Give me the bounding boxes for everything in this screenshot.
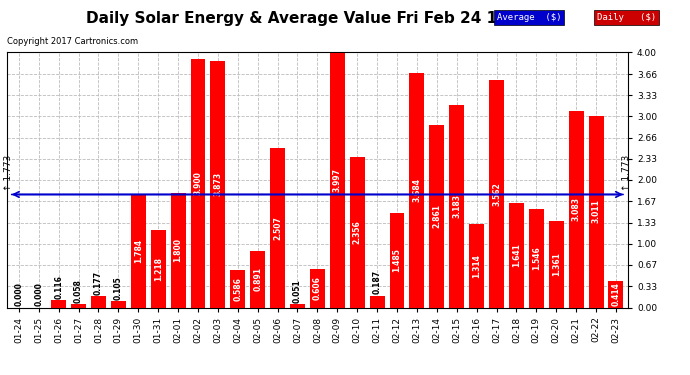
Bar [549,221,564,308]
Bar [489,80,504,308]
Text: Daily Solar Energy & Average Value Fri Feb 24 17:22: Daily Solar Energy & Average Value Fri F… [86,11,535,26]
Text: 0.058: 0.058 [74,279,83,303]
Text: ↑ 1.773: ↑ 1.773 [4,155,13,191]
Bar [469,224,484,308]
Text: 3.562: 3.562 [492,182,501,206]
Bar [569,111,584,308]
Text: 3.900: 3.900 [193,171,202,195]
Text: 3.083: 3.083 [571,197,581,221]
Bar [131,194,146,308]
Text: 1.314: 1.314 [472,254,481,278]
Text: 0.177: 0.177 [94,271,103,295]
Bar [170,193,186,308]
Text: 3.183: 3.183 [452,194,461,218]
Bar [609,281,624,308]
Text: 0.000: 0.000 [34,282,43,306]
Bar [210,61,226,308]
Bar [350,157,365,308]
Text: 3.997: 3.997 [333,168,342,192]
Text: Copyright 2017 Cartronics.com: Copyright 2017 Cartronics.com [7,38,138,46]
Text: 1.800: 1.800 [174,238,183,262]
Text: 1.485: 1.485 [393,248,402,272]
Text: ↑ 1.773: ↑ 1.773 [622,155,631,191]
Text: 2.507: 2.507 [273,216,282,240]
Bar [449,105,464,308]
Bar [589,116,604,308]
Text: Average  ($): Average ($) [497,13,561,22]
Text: 1.546: 1.546 [532,246,541,270]
Text: 0.891: 0.891 [253,267,262,291]
Text: 1.641: 1.641 [512,243,521,267]
Bar [370,296,384,307]
Text: 1.784: 1.784 [134,238,143,263]
Text: 0.187: 0.187 [373,270,382,294]
Bar [111,301,126,307]
Bar [310,269,325,308]
Text: 0.606: 0.606 [313,276,322,300]
Text: 1.218: 1.218 [154,256,163,280]
Text: 0.105: 0.105 [114,276,123,300]
Bar [330,53,345,307]
Text: Daily   ($): Daily ($) [597,13,656,22]
Bar [51,300,66,307]
Text: 0.000: 0.000 [14,282,23,306]
Bar [150,230,166,308]
Bar [390,213,404,308]
Text: 2.861: 2.861 [433,204,442,228]
Text: 0.116: 0.116 [54,275,63,299]
Text: 3.011: 3.011 [591,200,600,223]
Bar [270,148,285,308]
Bar [250,251,265,308]
Bar [190,59,206,308]
Bar [91,296,106,307]
Bar [529,209,544,308]
Text: 0.586: 0.586 [233,277,242,301]
Text: 3.684: 3.684 [413,178,422,202]
Text: 0.051: 0.051 [293,279,302,303]
Bar [509,203,524,308]
Bar [290,304,305,307]
Bar [409,73,424,308]
Bar [429,125,444,308]
Bar [230,270,245,308]
Text: 3.873: 3.873 [213,172,222,196]
Bar [71,304,86,307]
Text: 0.414: 0.414 [611,282,620,306]
Text: 2.356: 2.356 [353,220,362,244]
Text: 1.361: 1.361 [552,252,561,276]
